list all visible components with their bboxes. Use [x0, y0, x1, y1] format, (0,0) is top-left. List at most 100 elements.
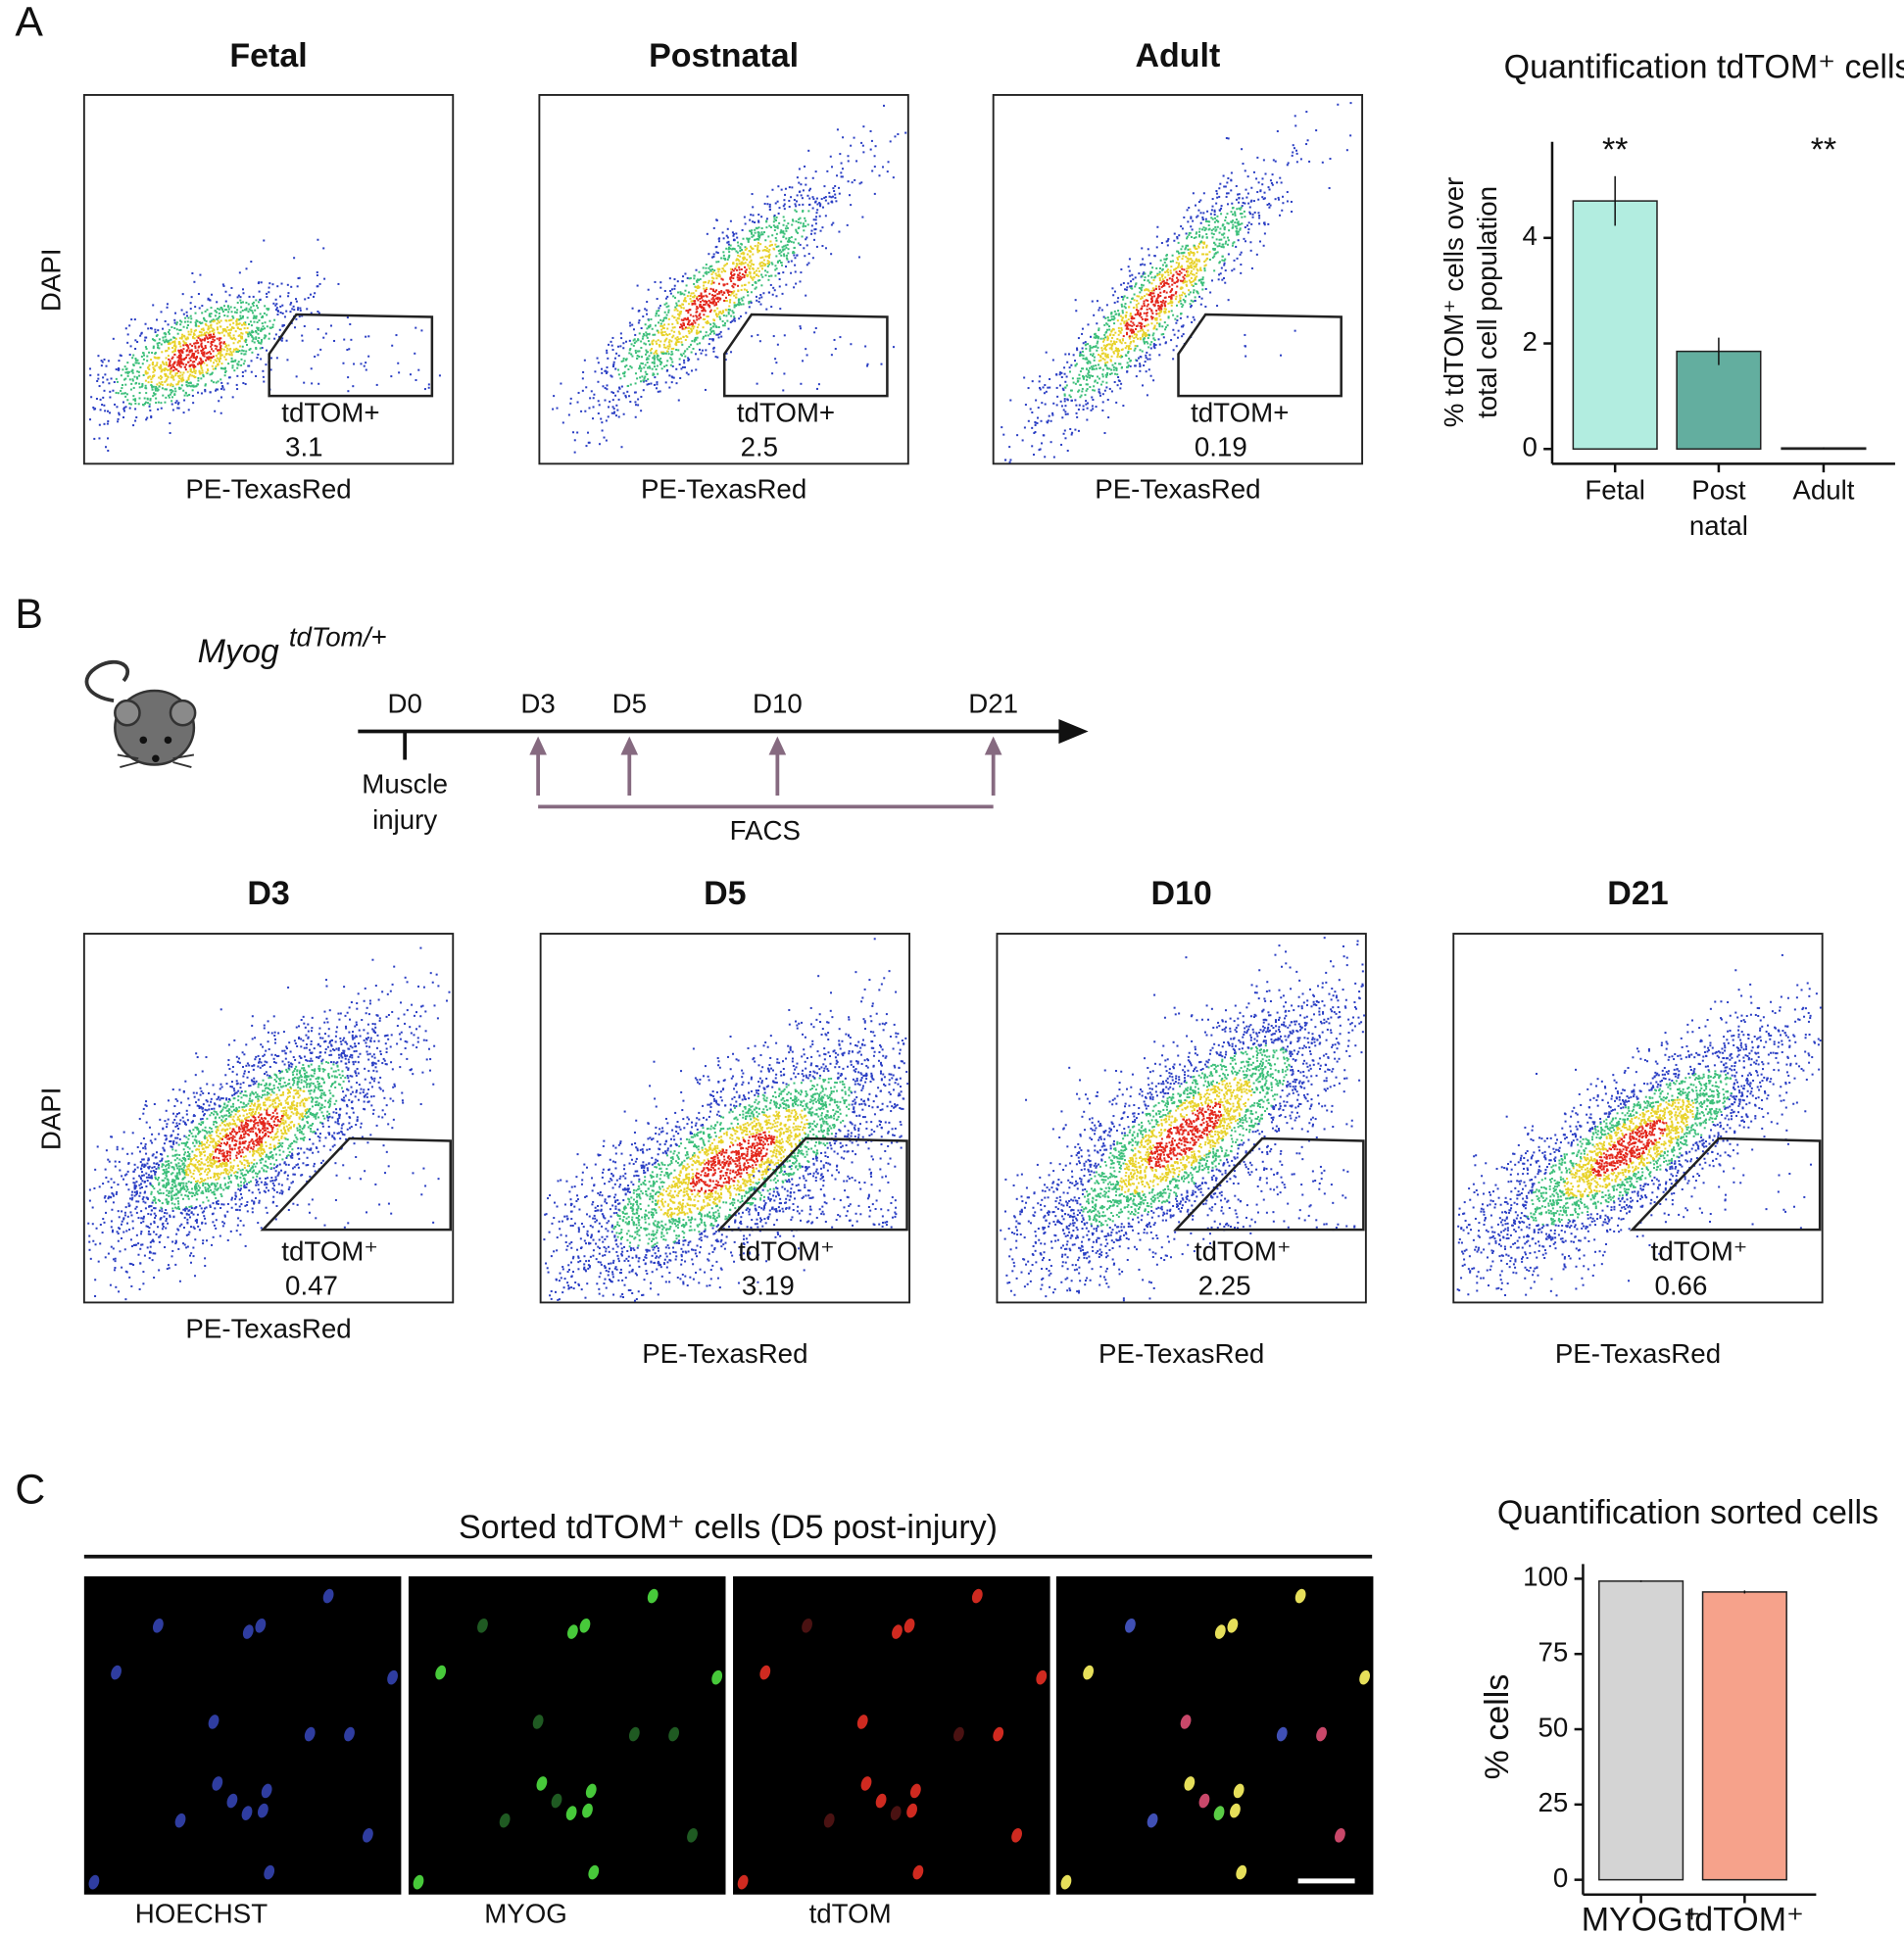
- event-dot: [722, 269, 725, 272]
- event-dot: [688, 346, 691, 349]
- event-dot: [1147, 334, 1150, 337]
- event-dot: [841, 168, 844, 170]
- event-dot: [773, 214, 776, 217]
- event-dot: [615, 352, 618, 355]
- event-dot: [786, 240, 789, 243]
- event-dot: [179, 345, 182, 348]
- event-dot: [126, 399, 129, 402]
- event-dot: [1190, 266, 1193, 269]
- event-dot: [738, 266, 741, 268]
- event-dot: [375, 383, 378, 386]
- event-dot: [214, 314, 217, 317]
- event-dot: [654, 280, 657, 283]
- event-dot: [577, 391, 580, 394]
- event-dot: [1027, 419, 1030, 422]
- event-dot: [1090, 409, 1093, 411]
- event-dot: [143, 354, 146, 357]
- event-dot: [602, 385, 605, 388]
- event-dot: [287, 292, 290, 295]
- event-dot: [1218, 245, 1221, 248]
- event-dot: [1112, 318, 1115, 321]
- event-dot: [741, 228, 744, 231]
- event-dot: [670, 375, 673, 378]
- event-dot: [780, 254, 783, 257]
- event-dot: [182, 325, 185, 328]
- event-dot: [734, 319, 737, 322]
- event-dot: [816, 387, 819, 390]
- event-dot: [1100, 349, 1103, 352]
- event-dot: [1165, 258, 1168, 261]
- event-dot: [1196, 290, 1198, 293]
- event-dot: [121, 384, 124, 387]
- event-dot: [1092, 374, 1095, 377]
- event-dot: [730, 280, 733, 283]
- event-dot: [786, 243, 789, 246]
- event-dot: [283, 315, 286, 318]
- event-dot: [799, 243, 802, 246]
- event-dot: [1245, 355, 1247, 358]
- event-dot: [1038, 380, 1041, 383]
- event-dot: [192, 363, 195, 366]
- event-dot: [619, 332, 622, 335]
- event-dot: [219, 343, 221, 346]
- event-dot: [1130, 286, 1133, 289]
- event-dot: [616, 345, 619, 348]
- event-dot: [839, 336, 842, 339]
- event-dot: [664, 316, 667, 319]
- event-dot: [186, 336, 189, 339]
- event-dot: [237, 334, 240, 337]
- event-dot: [799, 325, 802, 328]
- event-dot: [241, 370, 244, 373]
- event-dot: [722, 314, 725, 317]
- event-dot: [290, 285, 293, 288]
- event-dot: [826, 169, 829, 172]
- event-dot: [783, 199, 786, 202]
- event-dot: [1101, 375, 1104, 378]
- event-dot: [226, 347, 229, 350]
- event-dot: [708, 279, 710, 282]
- event-dot: [815, 212, 818, 215]
- event-dot: [655, 314, 658, 317]
- event-dot: [144, 386, 147, 389]
- event-dot: [1096, 342, 1098, 345]
- event-dot: [1079, 396, 1082, 399]
- event-dot: [252, 331, 255, 334]
- event-dot: [1100, 309, 1103, 312]
- event-dot: [688, 326, 691, 329]
- event-dot: [216, 317, 219, 320]
- event-dot: [1093, 385, 1096, 388]
- event-dot: [109, 411, 112, 414]
- event-dot: [177, 363, 180, 365]
- event-dot: [184, 342, 187, 345]
- event-dot: [255, 299, 258, 302]
- event-dot: [1222, 174, 1225, 177]
- event-dot: [168, 332, 171, 335]
- event-dot: [1150, 282, 1153, 285]
- event-dot: [243, 327, 246, 330]
- event-dot: [301, 314, 304, 317]
- event-dot: [212, 355, 215, 358]
- event-dot: [246, 1062, 249, 1065]
- event-dot: [738, 268, 741, 271]
- event-dot: [223, 342, 226, 345]
- mouse-icon: [84, 659, 197, 768]
- event-dot: [668, 343, 671, 346]
- event-dot: [199, 364, 202, 367]
- event-dot: [796, 254, 799, 257]
- event-dot: [89, 367, 92, 370]
- event-dot: [199, 273, 202, 276]
- event-dot: [123, 378, 126, 381]
- event-dot: [1078, 377, 1081, 380]
- event-dot: [1102, 338, 1105, 341]
- event-dot: [1261, 183, 1264, 186]
- event-dot: [1171, 275, 1174, 278]
- event-dot: [1192, 291, 1196, 294]
- event-dot: [174, 402, 177, 405]
- event-dot: [209, 391, 212, 394]
- event-dot: [1129, 360, 1132, 363]
- event-dot: [187, 378, 190, 381]
- event-dot: [678, 314, 681, 317]
- event-dot: [1240, 271, 1243, 274]
- event-dot: [252, 295, 255, 298]
- event-dot: [598, 443, 601, 446]
